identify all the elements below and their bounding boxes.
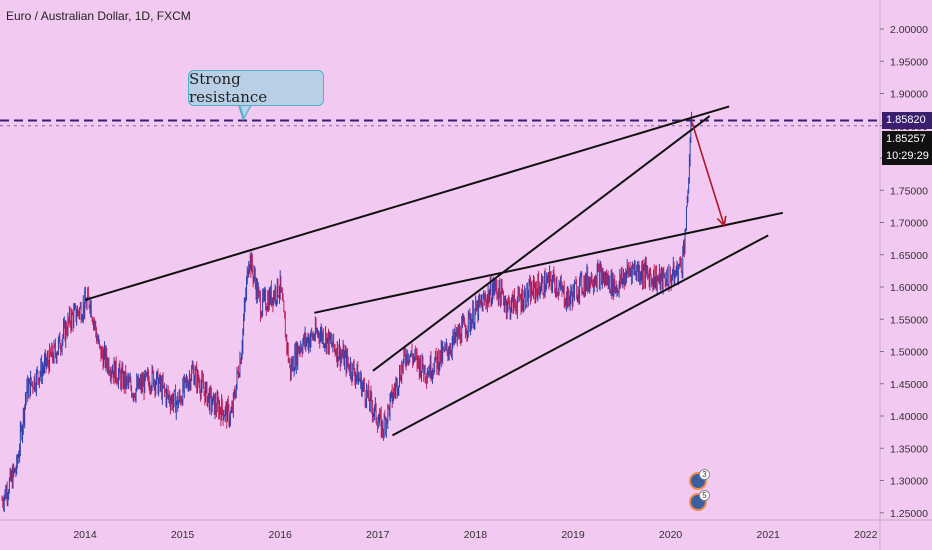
last-price-badge: 1.85257	[882, 131, 932, 148]
event-count-badge: 5	[699, 490, 710, 501]
x-tick-label: 2015	[171, 529, 195, 541]
y-tick-label: 1.35000	[890, 443, 928, 455]
trend-line[interactable]	[372, 115, 711, 372]
x-tick-label: 2014	[73, 529, 97, 541]
x-tick-label: 2018	[464, 529, 488, 541]
x-tick-label: 2016	[269, 529, 293, 541]
y-tick-label: 1.70000	[890, 218, 928, 230]
resistance-price-badge: 1.85820	[882, 112, 932, 129]
y-tick-label: 1.60000	[890, 282, 928, 294]
x-tick-label: 2017	[366, 529, 390, 541]
x-tick-label: 2019	[561, 529, 585, 541]
y-tick-label: 1.30000	[890, 476, 928, 488]
resistance-callout[interactable]: Strong resistance	[188, 70, 324, 106]
trend-line[interactable]	[391, 234, 769, 437]
projection-arrow-head	[716, 215, 727, 228]
trend-line[interactable]	[84, 105, 730, 301]
y-tick-label: 1.45000	[890, 379, 928, 391]
x-tick-label: 2020	[659, 529, 683, 541]
countdown-badge: 10:29:29	[882, 148, 932, 165]
projection-arrow[interactable]	[691, 122, 726, 226]
callout-tail-fill	[240, 104, 251, 117]
x-tick-label: 2021	[757, 529, 781, 541]
event-count-badge: 3	[699, 469, 710, 480]
y-tick-label: 1.75000	[890, 185, 928, 197]
trend-line[interactable]	[314, 211, 784, 314]
y-tick-label: 1.65000	[890, 250, 928, 262]
y-tick-label: 1.40000	[890, 411, 928, 423]
callout-text: Strong resistance	[189, 70, 268, 106]
x-tick-label: 2022	[854, 529, 878, 541]
y-tick-label: 1.55000	[890, 314, 928, 326]
symbol-title[interactable]: Euro / Australian Dollar, 1D, FXCM	[6, 9, 191, 23]
y-tick-label: 1.90000	[890, 89, 928, 101]
y-tick-label: 1.95000	[890, 56, 928, 68]
y-tick-label: 1.25000	[890, 508, 928, 520]
y-tick-label: 2.00000	[890, 24, 928, 36]
y-tick-label: 1.50000	[890, 347, 928, 359]
